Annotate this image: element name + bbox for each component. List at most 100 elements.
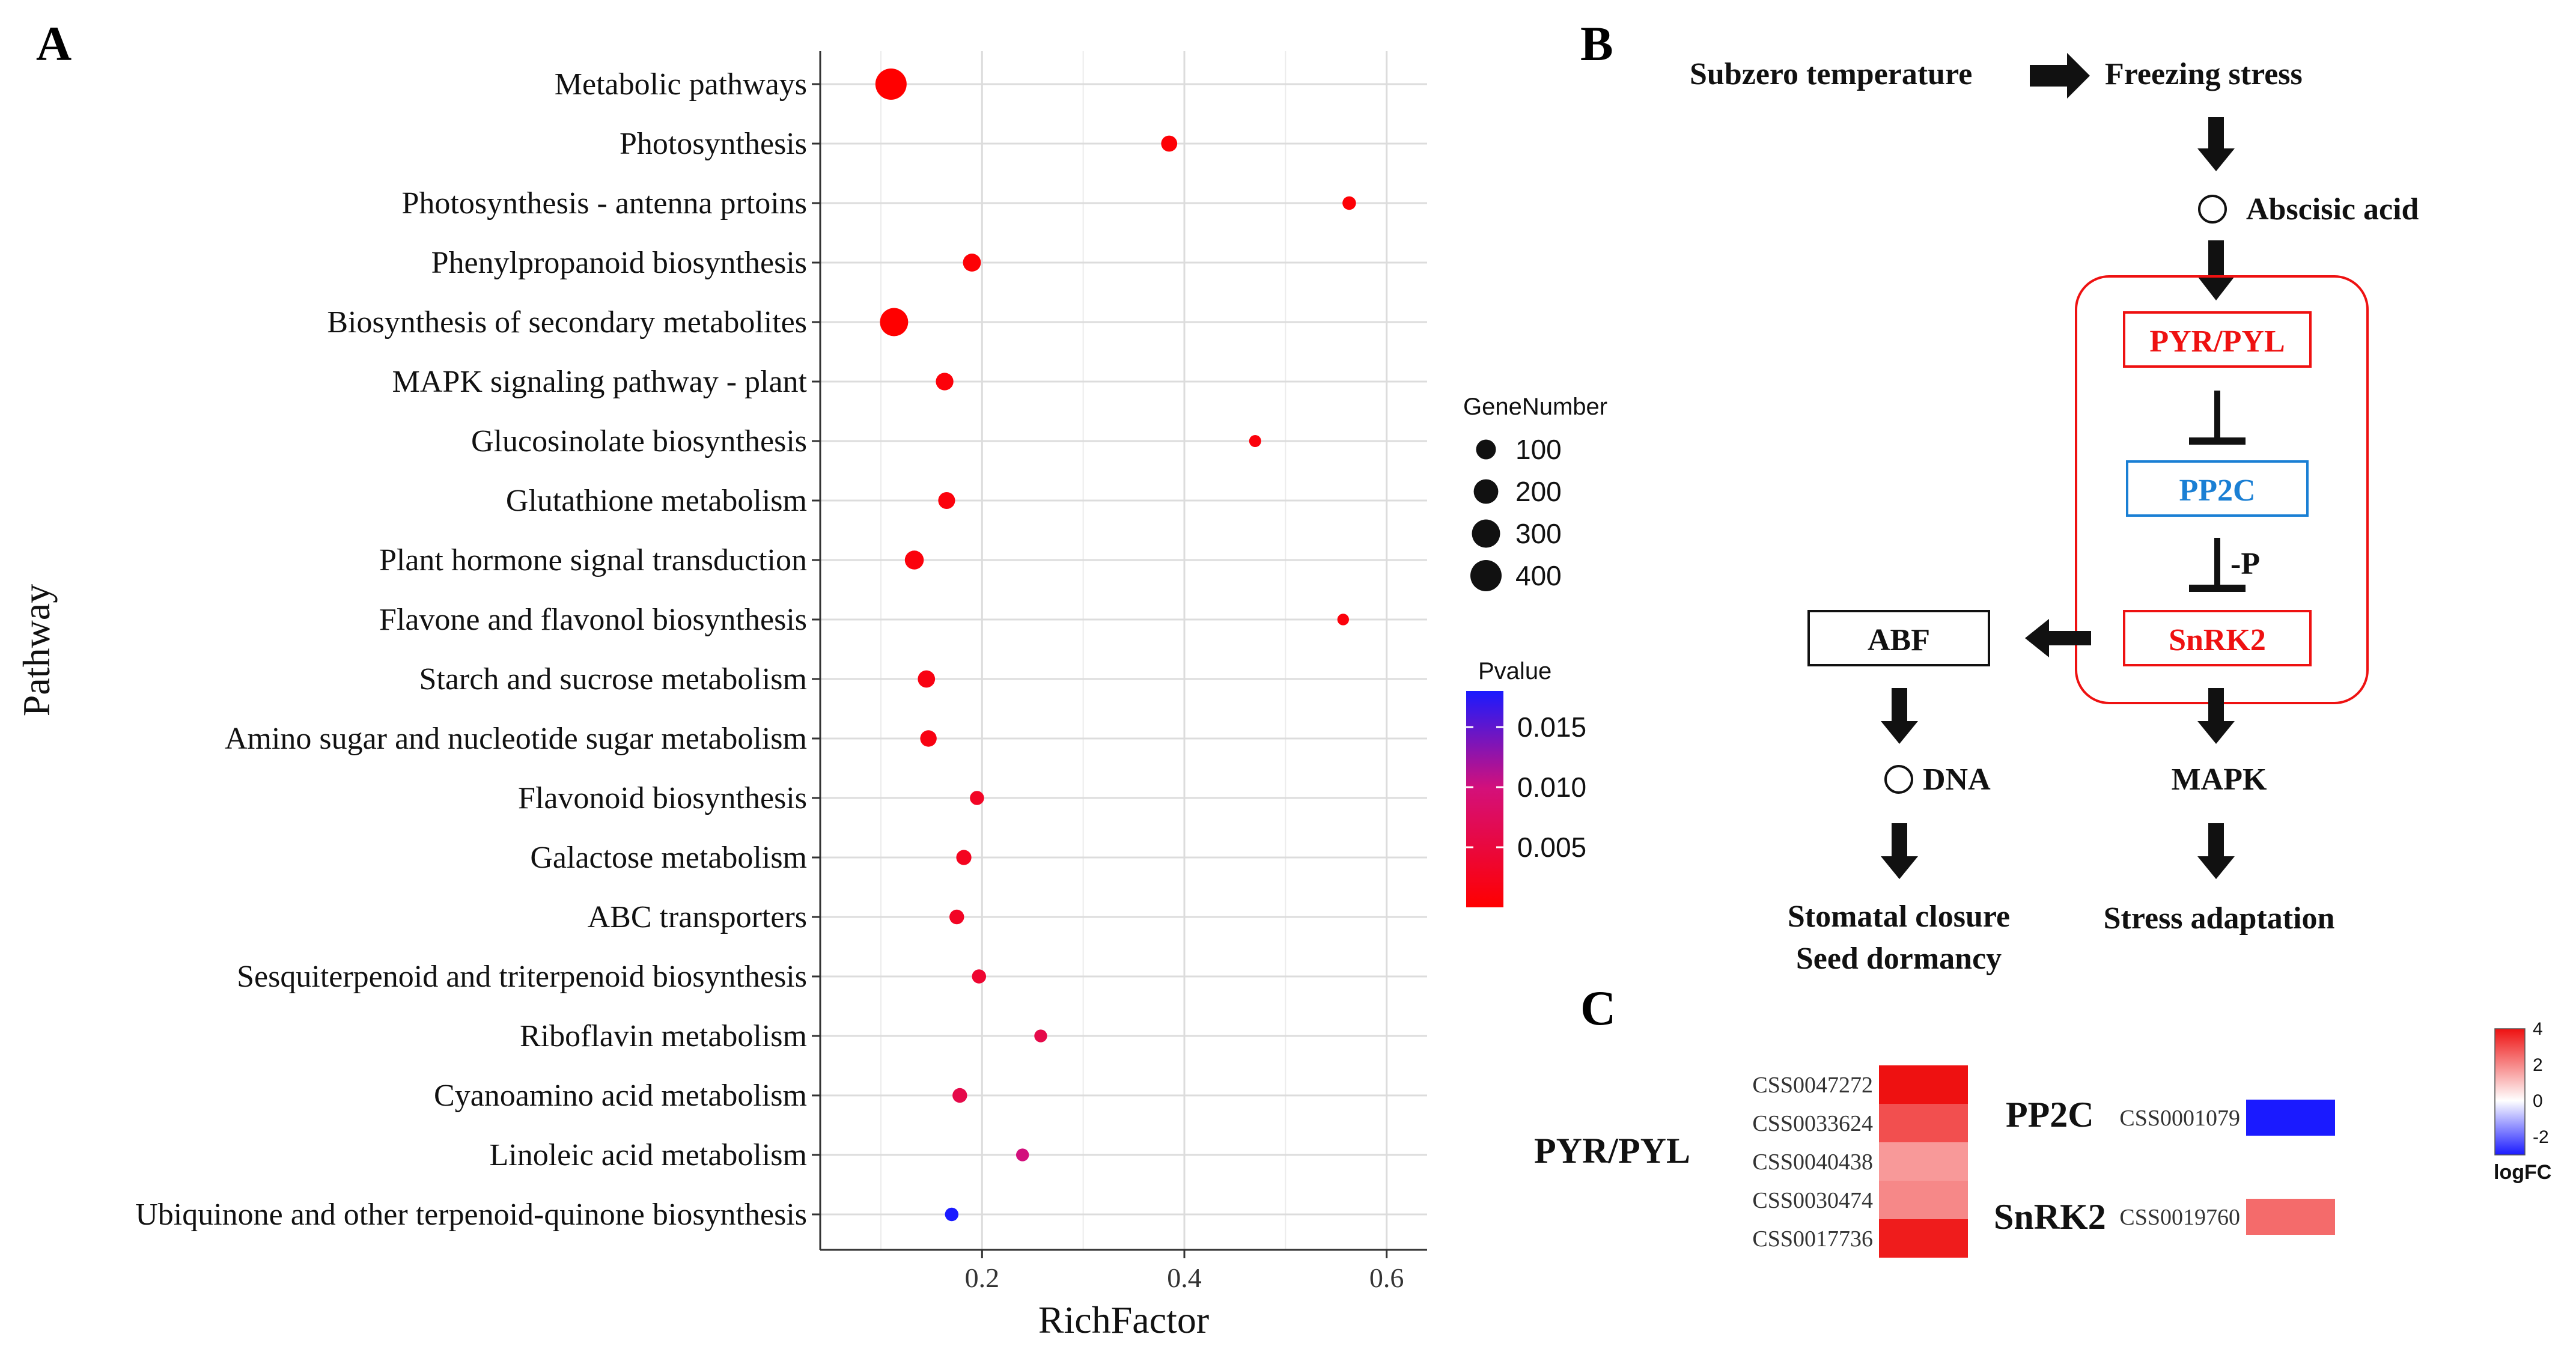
heatmap-cell-pyr (1879, 1065, 1968, 1104)
logfc-colorbar: 4 2 0 -2 logFC (2494, 1019, 2551, 1184)
heatmap-group-pyr-pyl: PYR/PYL (1534, 1131, 1690, 1171)
heatmap-cell-pyr (1879, 1219, 1968, 1258)
enrichment-point (938, 492, 955, 510)
pathway-label: Photosynthesis - antenna prtoins (401, 186, 807, 221)
size-legend-label: 400 (1515, 560, 1562, 591)
logfc-tick-label: 0 (2533, 1091, 2543, 1111)
y-axis-title: Pathway (15, 584, 58, 716)
arrow-freezing-to-aba (2197, 117, 2235, 171)
enrichment-point (1342, 196, 1356, 210)
arrow-snrk2-to-abf (2025, 619, 2091, 657)
enrichment-point (1337, 614, 1349, 626)
pvalue-colorbar (1466, 691, 1503, 907)
size-legend-label: 200 (1515, 476, 1562, 507)
enrichment-point (945, 1207, 959, 1222)
pathway-label: Amino sugar and nucleotide sugar metabol… (225, 722, 807, 756)
size-legend: GeneNumber 100 200 300 400 (1463, 394, 1607, 591)
pvalue-colorbar-ticks: 0.005 0.010 0.015 (1466, 711, 1586, 863)
size-legend-dot (1476, 439, 1496, 460)
pathway-label: Glutathione metabolism (506, 484, 807, 518)
enrichment-point (1249, 434, 1261, 448)
enrichment-point (880, 308, 909, 336)
logfc-colorbar-ticks: 4 2 0 -2 (2533, 1019, 2549, 1147)
size-legend-items: 100 200 300 400 (1470, 434, 1562, 591)
size-legend-dot (1472, 519, 1500, 548)
pathway-label-layer: Metabolic pathways Photosynthesis Photosyn… (135, 67, 820, 1232)
heatmap-cell-pp2c (2246, 1100, 2335, 1136)
grid-layer (820, 51, 1427, 1250)
pathway-label: Cyanoamino acid metabolism (434, 1079, 807, 1113)
node-mapk: MAPK (2172, 763, 2267, 797)
pathway-label: Metabolic pathways (555, 67, 807, 102)
snrk2-box (2123, 610, 2312, 666)
inhibit-pyr-pp2c-stem (2214, 391, 2220, 442)
pyr-pyl-box (2123, 311, 2312, 368)
enrichment-point (1015, 1148, 1029, 1162)
x-tick-label: 0.6 (1369, 1262, 1404, 1293)
arrow-abf-to-dna (1881, 688, 1918, 744)
inhibit-pp2c-snrk2-bar (2189, 585, 2246, 592)
pvalue-tick-label: 0.005 (1517, 832, 1586, 863)
size-legend-label: 100 (1515, 434, 1562, 465)
node-freezing-stress: Freezing stress (2105, 57, 2303, 91)
enrichment-point (904, 550, 924, 570)
inhibit-pyr-pp2c-bar (2189, 437, 2246, 445)
node-stomatal-closure: Stomatal closure (1788, 900, 2010, 934)
enrichment-point (875, 69, 907, 100)
size-legend-dot (1470, 560, 1502, 591)
abf-box (1807, 610, 1990, 666)
pvalue-tick-label: 0.015 (1517, 711, 1586, 743)
pathway-label: Flavone and flavonol biosynthesis (379, 603, 807, 637)
enrichment-point (920, 730, 937, 747)
heatmap-cell-pyr (1879, 1181, 1968, 1219)
pathway-label: Starch and sucrose metabolism (419, 662, 807, 696)
pathway-label: ABC transporters (588, 900, 807, 934)
enrichment-point (970, 791, 984, 805)
enrichment-scatter-plot: Metabolic pathways Photosynthesis Photosyn… (15, 51, 1427, 1341)
node-subzero-temperature: Subzero temperature (1690, 57, 1972, 91)
node-snrk2: SnRK2 (2169, 623, 2266, 657)
expression-heatmap: PYR/PYL PP2C SnRK2 CSS0047272CSS0033624C… (1534, 1065, 2335, 1258)
pvalue-tick-label: 0.010 (1517, 772, 1586, 803)
node-pp2c: PP2C (2179, 473, 2255, 508)
node-seed-dormancy: Seed dormancy (1796, 942, 2002, 976)
logfc-tick-label: -2 (2533, 1127, 2549, 1147)
arrow-dna-to-response (1881, 823, 1918, 879)
gene-id-label: CSS0001079 (2119, 1106, 2240, 1131)
enrichment-point (1034, 1029, 1047, 1043)
point-layer (875, 69, 1356, 1222)
pathway-label: Plant hormone signal transduction (379, 543, 807, 577)
node-abf: ABF (1868, 623, 1930, 657)
x-tick-label: 0.4 (1167, 1262, 1202, 1293)
pathway-label: Riboflavin metabolism (520, 1019, 807, 1053)
enrichment-point (963, 254, 981, 272)
enrichment-point (952, 1088, 967, 1103)
panel-b-letter: B (1580, 16, 1613, 71)
enrichment-point (972, 969, 987, 984)
arrow-subzero-to-freezing (2030, 53, 2090, 99)
enrichment-point (956, 850, 972, 865)
arrow-mapk-to-adaptation (2197, 823, 2235, 879)
dna-icon (1884, 765, 1913, 794)
gene-id-label: CSS0019760 (2119, 1205, 2240, 1230)
logfc-tick-label: 4 (2533, 1019, 2543, 1039)
pvalue-legend-title: Pvalue (1478, 658, 1551, 684)
pathway-label: Flavonoid biosynthesis (518, 781, 807, 815)
phosphorylation-label: -P (2230, 547, 2260, 581)
size-legend-dot (1473, 479, 1499, 504)
gene-id-label: CSS0047272 (1752, 1073, 1873, 1098)
node-dna: DNA (1923, 763, 1991, 797)
aba-signaling-diagram: Subzero temperature Freezing stress Absc… (1690, 53, 2419, 976)
x-tick-layer: 0.2 0.4 0.6 (965, 1250, 1404, 1293)
pathway-label: Phenylpropanoid biosynthesis (431, 246, 807, 280)
panel-a-letter: A (36, 16, 72, 71)
heatmap-cell-pyr (1879, 1104, 1968, 1142)
node-pyr-pyl: PYR/PYL (2149, 324, 2285, 359)
gene-id-label: CSS0033624 (1752, 1111, 1873, 1136)
pathway-label: Linoleic acid metabolism (489, 1138, 807, 1172)
arrow-aba-to-receptor (2197, 240, 2235, 300)
x-tick-label: 0.2 (965, 1262, 1000, 1293)
inhibit-pp2c-snrk2-stem (2214, 538, 2220, 589)
enrichment-point (918, 670, 936, 688)
